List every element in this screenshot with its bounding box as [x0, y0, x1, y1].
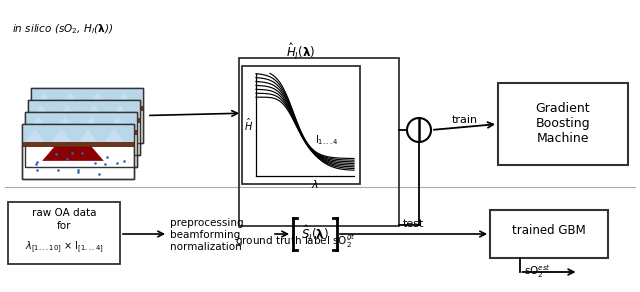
- Polygon shape: [61, 93, 81, 106]
- Point: [100, 162, 110, 167]
- Point: [67, 151, 77, 155]
- Polygon shape: [42, 147, 104, 161]
- Polygon shape: [81, 117, 101, 130]
- Text: preprocessing: preprocessing: [170, 218, 244, 228]
- Bar: [498, 83, 628, 165]
- Polygon shape: [25, 129, 45, 142]
- Polygon shape: [58, 105, 77, 118]
- Bar: [239, 58, 399, 226]
- Bar: [26, 113, 136, 130]
- Point: [32, 168, 42, 172]
- Polygon shape: [84, 105, 104, 118]
- Text: Gradient
Boosting
Machine: Gradient Boosting Machine: [536, 102, 590, 145]
- Polygon shape: [87, 93, 107, 106]
- Bar: [25, 112, 137, 167]
- Polygon shape: [54, 117, 74, 130]
- Circle shape: [407, 118, 431, 142]
- Text: $\lambda_{[1...10]}$ × I$_{[1...4]}$: $\lambda_{[1...10]}$ × I$_{[1...4]}$: [25, 239, 103, 255]
- Bar: [28, 118, 140, 123]
- Bar: [22, 124, 134, 179]
- Text: sO$_2^{est}$: sO$_2^{est}$: [524, 264, 550, 280]
- Text: $\hat{S}_I(\boldsymbol{\lambda})$: $\hat{S}_I(\boldsymbol{\lambda})$: [301, 224, 329, 244]
- Bar: [22, 124, 134, 179]
- Bar: [31, 88, 143, 143]
- Point: [32, 160, 42, 164]
- Text: trained GBM: trained GBM: [512, 223, 586, 237]
- Text: normalization: normalization: [170, 242, 242, 252]
- Polygon shape: [31, 105, 51, 118]
- Point: [112, 161, 122, 166]
- Bar: [29, 101, 139, 118]
- Polygon shape: [51, 129, 72, 142]
- Text: I$_{1...4}$: I$_{1...4}$: [315, 133, 339, 147]
- Bar: [31, 88, 143, 143]
- Bar: [25, 112, 137, 167]
- Polygon shape: [45, 135, 107, 149]
- Point: [31, 162, 42, 166]
- Text: train: train: [451, 115, 477, 125]
- Polygon shape: [113, 93, 133, 106]
- Bar: [32, 89, 142, 106]
- Text: $\hat{H}$: $\hat{H}$: [244, 117, 253, 133]
- Bar: [23, 125, 133, 142]
- Bar: [28, 100, 140, 155]
- Polygon shape: [78, 129, 98, 142]
- Polygon shape: [28, 117, 48, 130]
- Polygon shape: [104, 129, 124, 142]
- Bar: [242, 66, 360, 184]
- Point: [73, 170, 83, 174]
- Point: [51, 151, 61, 156]
- Point: [119, 159, 129, 163]
- Point: [94, 172, 104, 177]
- Text: $\mathit{in\ silico}$ (sO$_2$, H$_I$($\boldsymbol{\lambda}$)): $\mathit{in\ silico}$ (sO$_2$, H$_I$($\b…: [12, 22, 113, 36]
- Polygon shape: [34, 93, 54, 106]
- Text: ground truth label sO$_2^{gt}$: ground truth label sO$_2^{gt}$: [235, 232, 355, 250]
- Polygon shape: [48, 123, 110, 137]
- Text: test: test: [403, 219, 424, 229]
- Bar: [8, 202, 120, 264]
- Text: $\hat{H}_I(\boldsymbol{\lambda})$: $\hat{H}_I(\boldsymbol{\lambda})$: [286, 42, 316, 62]
- Polygon shape: [111, 105, 131, 118]
- Polygon shape: [108, 117, 127, 130]
- Bar: [25, 130, 137, 135]
- Bar: [22, 142, 134, 147]
- Text: beamforming: beamforming: [170, 230, 240, 240]
- Polygon shape: [51, 111, 113, 125]
- Bar: [490, 210, 608, 258]
- Point: [61, 157, 72, 161]
- Point: [102, 155, 112, 160]
- Bar: [28, 100, 140, 155]
- Point: [90, 160, 100, 165]
- Bar: [31, 106, 143, 111]
- Point: [52, 168, 63, 173]
- Point: [73, 167, 83, 172]
- Text: raw OA data
for: raw OA data for: [32, 208, 96, 231]
- Text: $\lambda$: $\lambda$: [311, 178, 319, 190]
- Point: [77, 150, 87, 155]
